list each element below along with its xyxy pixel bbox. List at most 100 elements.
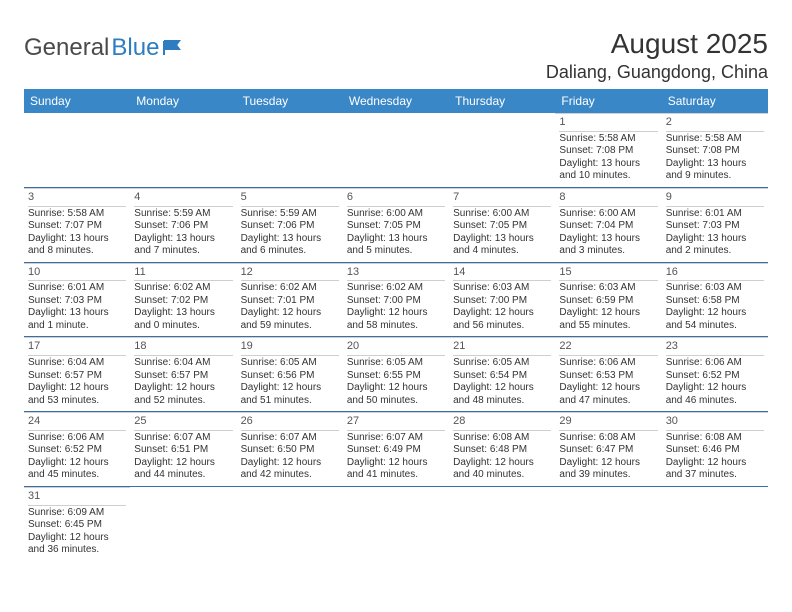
calendar-cell: 6Sunrise: 6:00 AMSunset: 7:05 PMDaylight… [343, 188, 449, 262]
sunrise: Sunrise: 6:03 AM [453, 282, 551, 295]
sunrise: Sunrise: 6:02 AM [241, 282, 339, 295]
calendar-cell: 1Sunrise: 5:58 AMSunset: 7:08 PMDaylight… [555, 113, 661, 187]
calendar-cell: 21Sunrise: 6:05 AMSunset: 6:54 PMDayligh… [449, 337, 555, 411]
day-info: Sunrise: 6:05 AMSunset: 6:56 PMDaylight:… [241, 357, 339, 407]
sunset: Sunset: 7:08 PM [666, 145, 764, 158]
daylight: Daylight: 12 hours and 37 minutes. [666, 457, 764, 482]
day-info: Sunrise: 6:04 AMSunset: 6:57 PMDaylight:… [134, 357, 232, 407]
daylight: Daylight: 13 hours and 3 minutes. [559, 233, 657, 258]
dayname-tue: Tuesday [237, 89, 343, 113]
daylight: Daylight: 12 hours and 47 minutes. [559, 382, 657, 407]
daylight: Daylight: 12 hours and 56 minutes. [453, 307, 551, 332]
calendar-cell: 27Sunrise: 6:07 AMSunset: 6:49 PMDayligh… [343, 412, 449, 486]
dayname-sat: Saturday [662, 89, 768, 113]
sunrise: Sunrise: 6:02 AM [134, 282, 232, 295]
logo: GeneralBlue [24, 34, 183, 62]
calendar-cell: 3Sunrise: 5:58 AMSunset: 7:07 PMDaylight… [24, 188, 130, 262]
sunrise: Sunrise: 6:08 AM [453, 432, 551, 445]
sunrise: Sunrise: 6:09 AM [28, 507, 126, 520]
calendar-cell: 12Sunrise: 6:02 AMSunset: 7:01 PMDayligh… [237, 263, 343, 337]
day-info: Sunrise: 6:09 AMSunset: 6:45 PMDaylight:… [28, 507, 126, 557]
calendar-cell: 26Sunrise: 6:07 AMSunset: 6:50 PMDayligh… [237, 412, 343, 486]
sunset: Sunset: 7:00 PM [453, 295, 551, 308]
calendar-cell: 9Sunrise: 6:01 AMSunset: 7:03 PMDaylight… [662, 188, 768, 262]
logo-text-blue: Blue [111, 34, 159, 62]
sunrise: Sunrise: 5:59 AM [241, 208, 339, 221]
calendar-cell: 15Sunrise: 6:03 AMSunset: 6:59 PMDayligh… [555, 263, 661, 337]
day-number: 4 [134, 191, 232, 207]
day-number: 27 [347, 415, 445, 431]
day-number: 22 [559, 340, 657, 356]
day-number: 6 [347, 191, 445, 207]
sunrise: Sunrise: 5:58 AM [28, 208, 126, 221]
sunrise: Sunrise: 6:07 AM [347, 432, 445, 445]
daylight: Daylight: 12 hours and 46 minutes. [666, 382, 764, 407]
calendar-cell: 22Sunrise: 6:06 AMSunset: 6:53 PMDayligh… [555, 337, 661, 411]
calendar-cell: 20Sunrise: 6:05 AMSunset: 6:55 PMDayligh… [343, 337, 449, 411]
day-info: Sunrise: 6:03 AMSunset: 7:00 PMDaylight:… [453, 282, 551, 332]
day-info: Sunrise: 6:02 AMSunset: 7:00 PMDaylight:… [347, 282, 445, 332]
day-number: 26 [241, 415, 339, 431]
calendar-row: 17Sunrise: 6:04 AMSunset: 6:57 PMDayligh… [24, 337, 768, 412]
daylight: Daylight: 12 hours and 44 minutes. [134, 457, 232, 482]
sunrise: Sunrise: 6:01 AM [666, 208, 764, 221]
day-info: Sunrise: 6:06 AMSunset: 6:53 PMDaylight:… [559, 357, 657, 407]
header: GeneralBlue August 2025 Daliang, Guangdo… [24, 28, 768, 83]
calendar-cell [130, 113, 236, 187]
calendar-cell [449, 113, 555, 187]
daylight: Daylight: 12 hours and 58 minutes. [347, 307, 445, 332]
dayname-thu: Thursday [449, 89, 555, 113]
sunset: Sunset: 7:06 PM [241, 220, 339, 233]
daylight: Daylight: 13 hours and 4 minutes. [453, 233, 551, 258]
calendar-cell [555, 487, 661, 561]
sunset: Sunset: 7:08 PM [559, 145, 657, 158]
day-number: 12 [241, 266, 339, 282]
day-number: 20 [347, 340, 445, 356]
day-number: 30 [666, 415, 764, 431]
page-title: August 2025 [546, 28, 768, 60]
sunrise: Sunrise: 6:00 AM [347, 208, 445, 221]
sunrise: Sunrise: 6:05 AM [453, 357, 551, 370]
calendar-row: 10Sunrise: 6:01 AMSunset: 7:03 PMDayligh… [24, 263, 768, 338]
day-info: Sunrise: 6:00 AMSunset: 7:05 PMDaylight:… [347, 208, 445, 258]
day-info: Sunrise: 5:59 AMSunset: 7:06 PMDaylight:… [134, 208, 232, 258]
day-info: Sunrise: 5:58 AMSunset: 7:08 PMDaylight:… [559, 133, 657, 183]
calendar-cell: 19Sunrise: 6:05 AMSunset: 6:56 PMDayligh… [237, 337, 343, 411]
calendar-header: Sunday Monday Tuesday Wednesday Thursday… [24, 89, 768, 113]
calendar-row: 31Sunrise: 6:09 AMSunset: 6:45 PMDayligh… [24, 487, 768, 561]
daylight: Daylight: 12 hours and 36 minutes. [28, 532, 126, 557]
day-number: 8 [559, 191, 657, 207]
calendar-cell: 24Sunrise: 6:06 AMSunset: 6:52 PMDayligh… [24, 412, 130, 486]
daylight: Daylight: 12 hours and 51 minutes. [241, 382, 339, 407]
calendar-cell: 11Sunrise: 6:02 AMSunset: 7:02 PMDayligh… [130, 263, 236, 337]
day-info: Sunrise: 6:06 AMSunset: 6:52 PMDaylight:… [28, 432, 126, 482]
sunset: Sunset: 6:53 PM [559, 370, 657, 383]
daylight: Daylight: 13 hours and 2 minutes. [666, 233, 764, 258]
location: Daliang, Guangdong, China [546, 62, 768, 83]
sunset: Sunset: 7:00 PM [347, 295, 445, 308]
daylight: Daylight: 13 hours and 0 minutes. [134, 307, 232, 332]
sunset: Sunset: 6:46 PM [666, 444, 764, 457]
day-info: Sunrise: 6:04 AMSunset: 6:57 PMDaylight:… [28, 357, 126, 407]
daylight: Daylight: 13 hours and 9 minutes. [666, 158, 764, 183]
sunrise: Sunrise: 5:58 AM [559, 133, 657, 146]
day-number: 10 [28, 266, 126, 282]
calendar-cell: 17Sunrise: 6:04 AMSunset: 6:57 PMDayligh… [24, 337, 130, 411]
day-info: Sunrise: 6:01 AMSunset: 7:03 PMDaylight:… [28, 282, 126, 332]
calendar-cell [343, 487, 449, 561]
sunset: Sunset: 6:57 PM [28, 370, 126, 383]
sunset: Sunset: 6:56 PM [241, 370, 339, 383]
calendar-cell [662, 487, 768, 561]
title-block: August 2025 Daliang, Guangdong, China [546, 28, 768, 83]
day-number: 17 [28, 340, 126, 356]
day-number: 14 [453, 266, 551, 282]
daylight: Daylight: 12 hours and 41 minutes. [347, 457, 445, 482]
daylight: Daylight: 12 hours and 52 minutes. [134, 382, 232, 407]
day-number: 25 [134, 415, 232, 431]
daylight: Daylight: 12 hours and 59 minutes. [241, 307, 339, 332]
day-info: Sunrise: 5:58 AMSunset: 7:07 PMDaylight:… [28, 208, 126, 258]
day-info: Sunrise: 6:08 AMSunset: 6:48 PMDaylight:… [453, 432, 551, 482]
sunrise: Sunrise: 6:07 AM [241, 432, 339, 445]
calendar-cell: 7Sunrise: 6:00 AMSunset: 7:05 PMDaylight… [449, 188, 555, 262]
calendar-cell: 23Sunrise: 6:06 AMSunset: 6:52 PMDayligh… [662, 337, 768, 411]
